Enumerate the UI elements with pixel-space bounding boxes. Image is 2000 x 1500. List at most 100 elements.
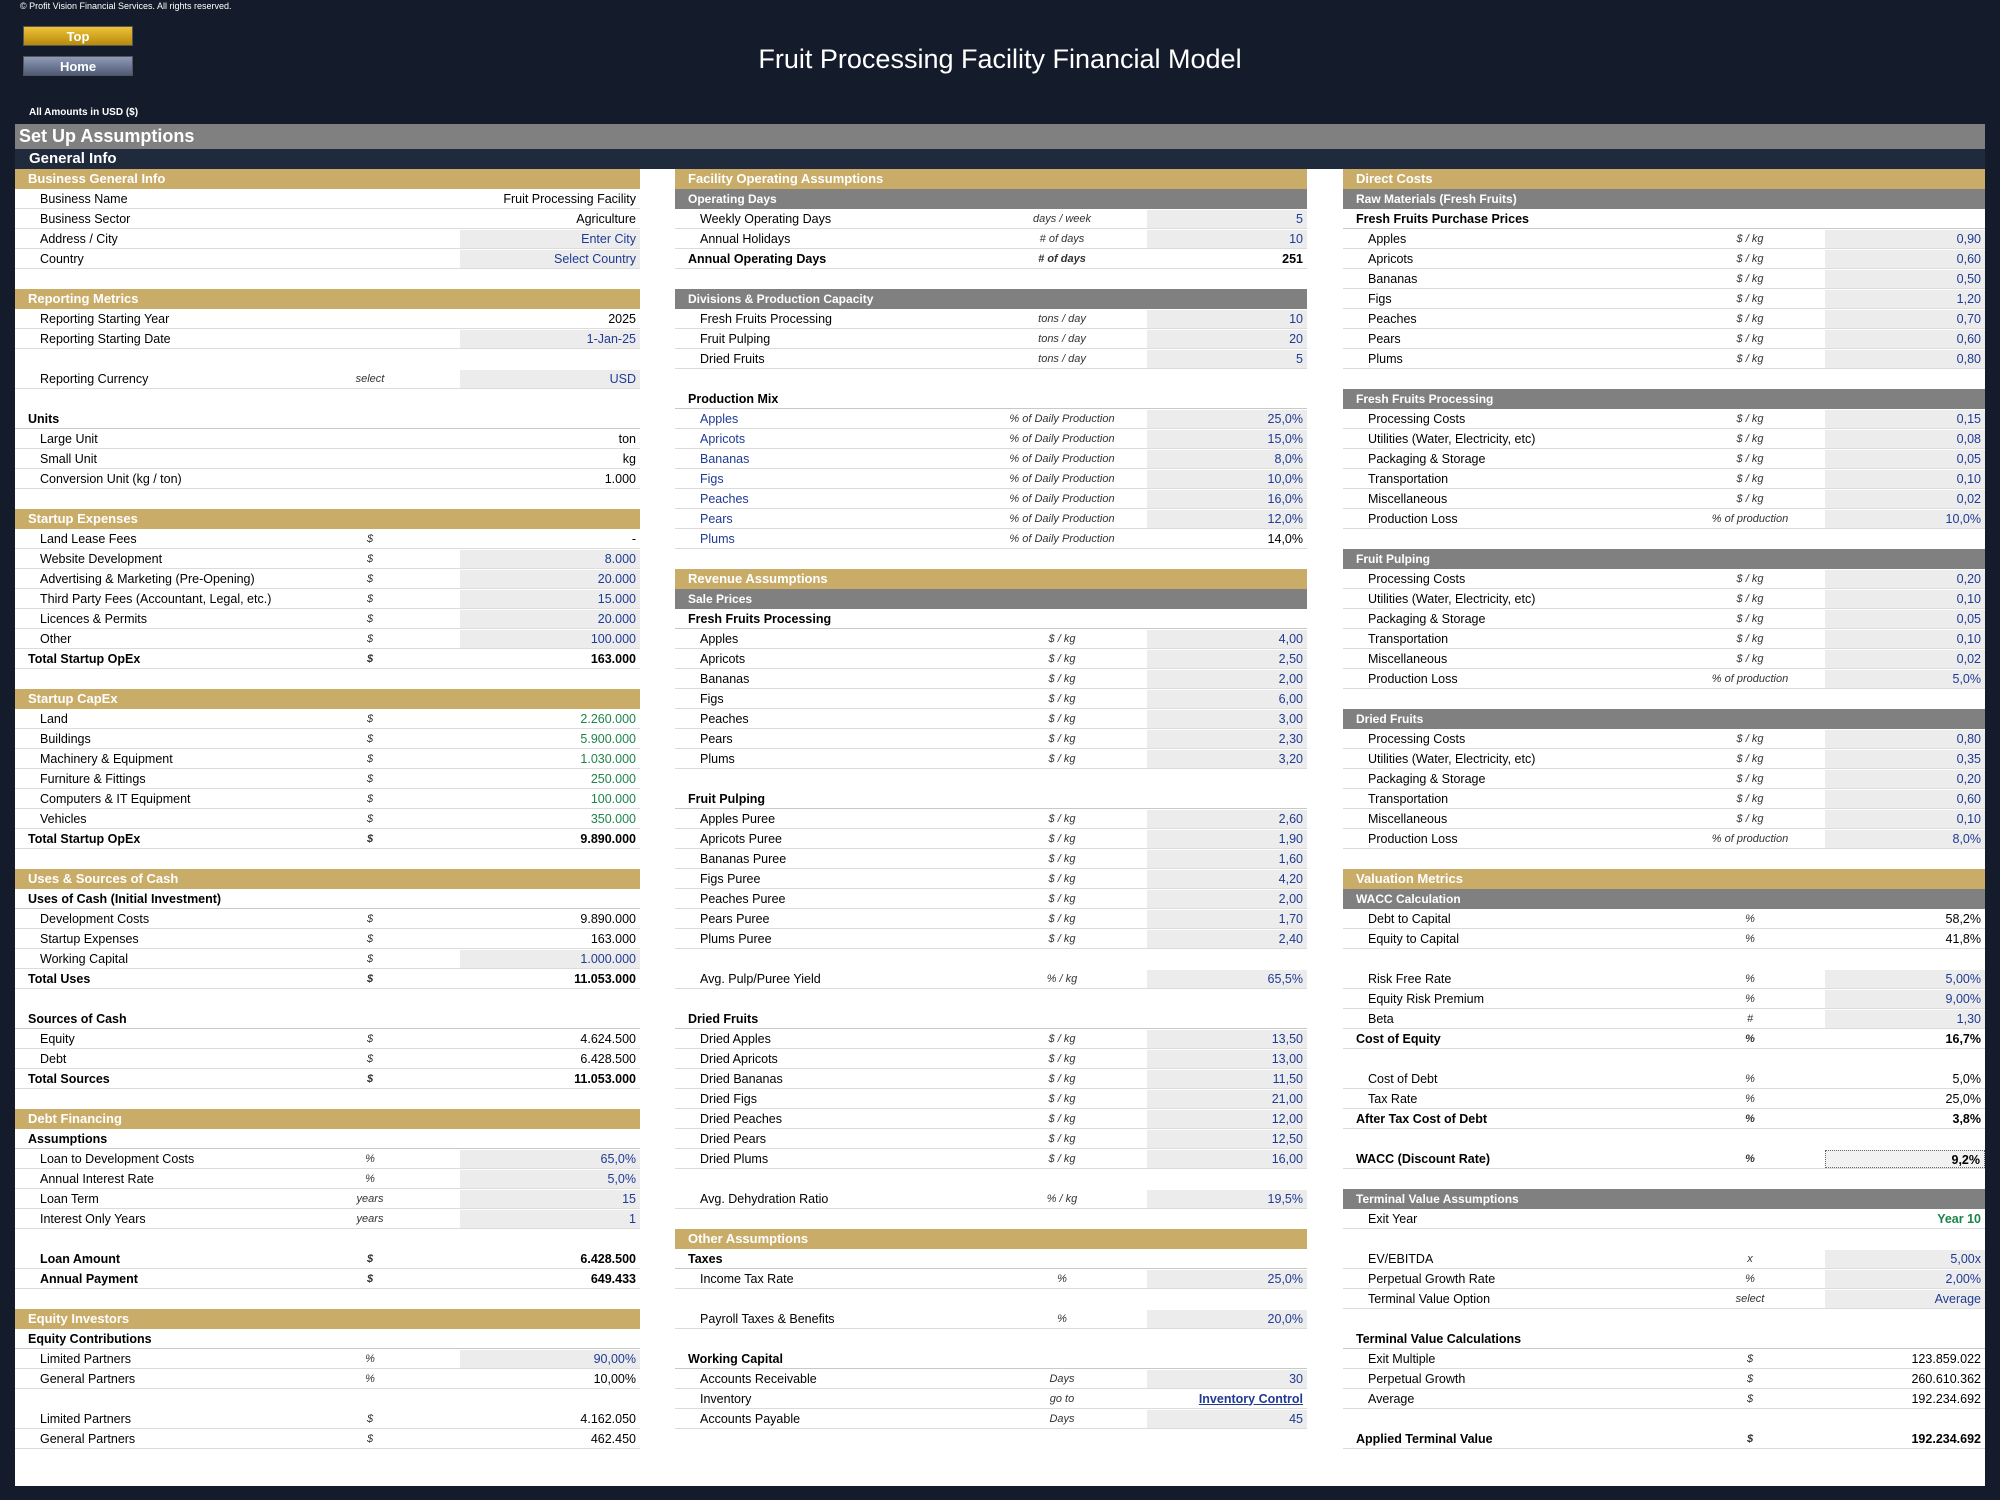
input-cell[interactable]: 0,50 <box>1825 269 1985 288</box>
input-cell[interactable]: 20.000 <box>460 569 640 588</box>
input-cell[interactable]: 16,00 <box>1147 1149 1307 1168</box>
input-cell[interactable]: 0,35 <box>1825 749 1985 768</box>
input-cell[interactable]: 100.000 <box>460 629 640 648</box>
input-cell[interactable]: 0,02 <box>1825 489 1985 508</box>
input-cell[interactable]: 1,20 <box>1825 289 1985 308</box>
input-cell[interactable]: 12,00 <box>1147 1109 1307 1128</box>
input-cell[interactable]: 5 <box>1147 349 1307 368</box>
input-cell[interactable]: 0,05 <box>1825 609 1985 628</box>
input-cell[interactable]: 0,02 <box>1825 649 1985 668</box>
setup-assumptions-header: Set Up Assumptions <box>15 124 1985 149</box>
row-label: Total Startup OpEx <box>28 651 141 666</box>
input-cell[interactable]: 0,20 <box>1825 769 1985 788</box>
value-cell: 5,0% <box>1952 1071 1982 1086</box>
input-cell[interactable]: 0,80 <box>1825 729 1985 748</box>
input-cell[interactable]: 20.000 <box>460 609 640 628</box>
input-cell[interactable]: 10,0% <box>1825 509 1985 528</box>
input-cell[interactable]: 0,10 <box>1825 469 1985 488</box>
input-cell[interactable]: 8,0% <box>1825 829 1985 848</box>
input-cell[interactable]: 1-Jan-25 <box>460 329 640 348</box>
input-cell[interactable]: 0,05 <box>1825 449 1985 468</box>
input-cell[interactable]: 0,90 <box>1825 229 1985 248</box>
input-cell[interactable]: 25,0% <box>1147 409 1307 428</box>
input-cell[interactable]: 0,60 <box>1825 249 1985 268</box>
input-cell[interactable]: 13,00 <box>1147 1049 1307 1068</box>
input-cell[interactable]: 0,70 <box>1825 309 1985 328</box>
input-cell[interactable]: 20 <box>1147 329 1307 348</box>
row-utilities-water-electricity-etc: Utilities (Water, Electricity, etc) $ / k… <box>1343 749 1985 769</box>
input-cell[interactable]: 2,00 <box>1147 889 1307 908</box>
input-cell[interactable]: Select Country <box>460 249 640 268</box>
input-cell[interactable]: 3,00 <box>1147 709 1307 728</box>
input-cell[interactable]: USD <box>460 369 640 388</box>
input-cell[interactable]: 4,20 <box>1147 869 1307 888</box>
input-cell[interactable]: 13,50 <box>1147 1029 1307 1048</box>
input-cell[interactable]: 15,0% <box>1147 429 1307 448</box>
input-cell[interactable]: 21,00 <box>1147 1089 1307 1108</box>
input-cell[interactable]: 8.000 <box>460 549 640 568</box>
input-cell[interactable]: 10,0% <box>1147 469 1307 488</box>
input-cell[interactable]: 30 <box>1147 1369 1307 1388</box>
input-cell[interactable]: 25,0% <box>1147 1269 1307 1288</box>
input-cell[interactable]: 12,0% <box>1147 509 1307 528</box>
row-label: Processing Costs <box>1368 411 1466 426</box>
input-cell[interactable]: 10 <box>1147 309 1307 328</box>
input-cell[interactable]: 11,50 <box>1147 1069 1307 1088</box>
input-cell[interactable]: 5,0% <box>1825 669 1985 688</box>
input-cell[interactable]: 5,00x <box>1825 1249 1985 1268</box>
row-unit: $ / kg <box>1048 892 1076 905</box>
input-cell[interactable]: 2,40 <box>1147 929 1307 948</box>
input-cell[interactable]: 0,60 <box>1825 329 1985 348</box>
input-cell[interactable]: 16,0% <box>1147 489 1307 508</box>
input-cell[interactable]: 0,80 <box>1825 349 1985 368</box>
input-cell[interactable]: 5 <box>1147 209 1307 228</box>
input-cell[interactable]: 2,50 <box>1147 649 1307 668</box>
input-cell[interactable]: 15.000 <box>460 589 640 608</box>
input-cell[interactable]: 20,0% <box>1147 1309 1307 1328</box>
spacer <box>675 949 1307 969</box>
home-button[interactable]: Home <box>23 56 133 76</box>
top-button[interactable]: Top <box>23 26 133 46</box>
input-cell[interactable]: 0,60 <box>1825 789 1985 808</box>
input-cell[interactable]: 65,5% <box>1147 969 1307 988</box>
general-info-header: General Info <box>15 149 1985 169</box>
input-cell[interactable]: 65,0% <box>460 1149 640 1168</box>
input-cell[interactable]: 2,00% <box>1825 1269 1985 1288</box>
row-label: Third Party Fees (Accountant, Legal, etc… <box>40 591 272 606</box>
input-cell[interactable]: Average <box>1825 1289 1985 1308</box>
input-cell[interactable]: 2,60 <box>1147 809 1307 828</box>
input-cell[interactable]: Enter City <box>460 229 640 248</box>
input-cell[interactable]: 1,90 <box>1147 829 1307 848</box>
input-cell[interactable]: 1,30 <box>1825 1009 1985 1028</box>
input-cell[interactable]: 2,00 <box>1147 669 1307 688</box>
input-cell[interactable]: 9,00% <box>1825 989 1985 1008</box>
valuation-metrics-header: Valuation Metrics <box>1343 869 1985 889</box>
input-cell[interactable]: 5,00% <box>1825 969 1985 988</box>
input-cell[interactable]: 10 <box>1147 229 1307 248</box>
input-cell[interactable]: 0,10 <box>1825 589 1985 608</box>
input-cell[interactable]: 2,30 <box>1147 729 1307 748</box>
input-cell[interactable]: 3,20 <box>1147 749 1307 768</box>
input-cell[interactable]: 0,08 <box>1825 429 1985 448</box>
input-cell[interactable]: 0,15 <box>1825 409 1985 428</box>
input-cell[interactable]: 1,70 <box>1147 909 1307 928</box>
row-unit: % of Daily Production <box>1009 492 1115 505</box>
input-cell[interactable]: 19,5% <box>1147 1189 1307 1208</box>
input-cell[interactable]: 0,10 <box>1825 809 1985 828</box>
input-cell[interactable]: 5,0% <box>460 1169 640 1188</box>
inventory-control-link[interactable]: Inventory Control <box>1198 1391 1303 1406</box>
input-cell[interactable]: 90,00% <box>460 1349 640 1368</box>
input-cell[interactable]: 45 <box>1147 1409 1307 1428</box>
input-cell[interactable]: 1 <box>460 1209 640 1228</box>
input-cell[interactable]: 0,10 <box>1825 629 1985 648</box>
input-cell[interactable]: 12,50 <box>1147 1129 1307 1148</box>
input-cell[interactable]: 4,00 <box>1147 629 1307 648</box>
input-cell[interactable]: 0,20 <box>1825 569 1985 588</box>
input-cell[interactable]: 6,00 <box>1147 689 1307 708</box>
input-cell[interactable]: 1.000.000 <box>460 949 640 968</box>
row-unit: % <box>1057 1272 1067 1285</box>
row-unit: Days <box>1049 1372 1075 1385</box>
input-cell[interactable]: 15 <box>460 1189 640 1208</box>
input-cell[interactable]: 1,60 <box>1147 849 1307 868</box>
input-cell[interactable]: 8,0% <box>1147 449 1307 468</box>
